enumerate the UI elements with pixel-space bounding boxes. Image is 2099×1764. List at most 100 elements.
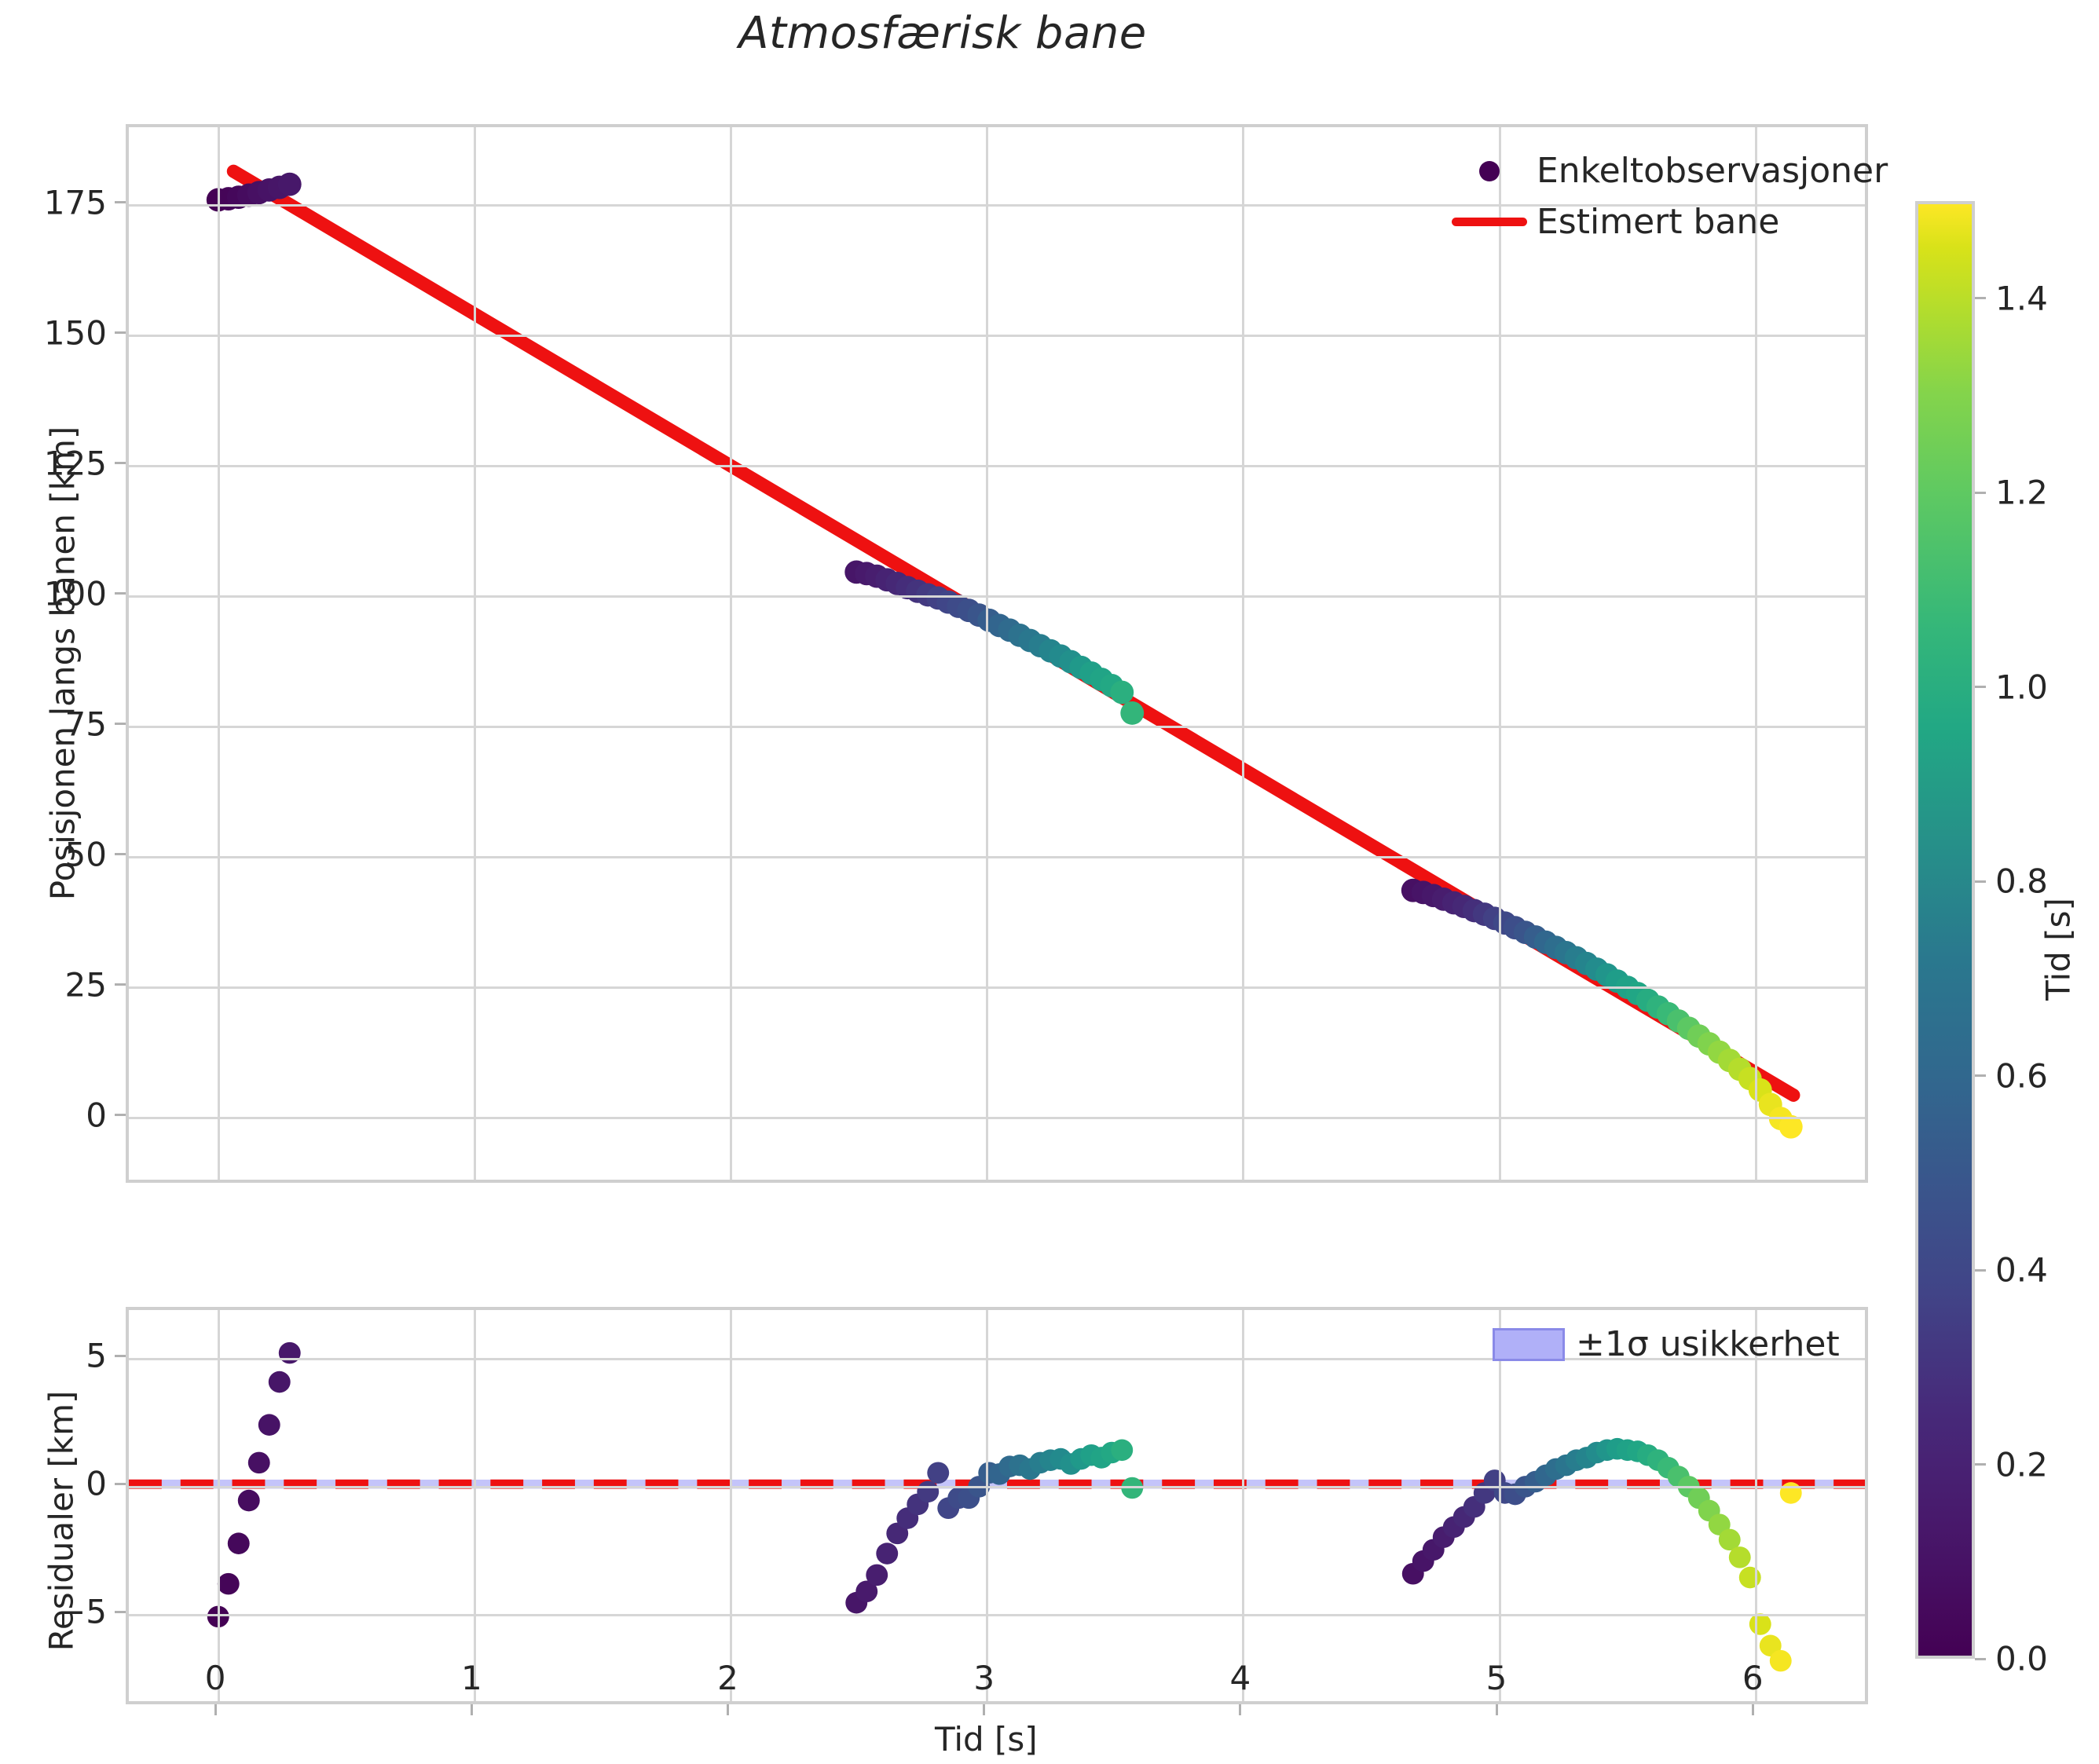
y-tick-label: 125 [43,444,107,483]
y-tick-mark [115,853,126,856]
colorbar-tick-label: 0.6 [1995,1056,2048,1096]
gridline-vertical [1754,127,1757,1180]
colorbar-gradient [1915,201,1975,1659]
gridline-vertical [1242,127,1245,1180]
colorbar-tick-label: 1.4 [1995,279,2048,318]
gridline-horizontal [129,335,1865,338]
x-tick-mark [470,1704,473,1715]
figure-title: Atmosfærisk bane [738,8,1147,59]
colorbar-tick-label: 1.0 [1995,668,2048,707]
y-tick-mark [115,1482,126,1485]
gridline-vertical [473,1310,476,1701]
gridline-horizontal [129,1485,1865,1488]
gridline-horizontal [129,856,1865,859]
colorbar-tick-label: 0.0 [1995,1639,2048,1678]
y-tick-mark [115,723,126,726]
gridline-vertical [1498,1310,1501,1701]
x-tick-label: 6 [1742,1659,1764,1697]
residual-y-axis-label: Residualer [km] [42,1390,81,1652]
legend-item-fit-line[interactable]: Estimert bane [1442,202,1888,242]
y-tick-label: 75 [64,705,107,744]
y-tick-mark [115,201,126,204]
y-tick-mark [115,1114,126,1117]
x-tick-label: 0 [204,1659,226,1697]
colorbar-tick-label: 0.8 [1995,862,2048,901]
residual-plot-legend: ±1σ usikkerhet [1477,1321,1844,1367]
gridline-horizontal [129,1613,1865,1616]
gridline-horizontal [129,726,1865,729]
y-tick-label: 150 [43,313,107,353]
main-y-axis-label: Posisjonen langs banen [km] [43,426,82,901]
gridline-vertical [217,127,220,1180]
main-plot-legend: Enkeltobservasjoner Estimert bane [1438,148,1892,245]
scatter-points-main [206,172,1803,1139]
gridline-vertical [986,1310,989,1701]
gridline-vertical [730,127,732,1180]
residual-plot-canvas [129,1341,1865,1672]
legend-item-sigma-band[interactable]: ±1σ usikkerhet [1482,1324,1840,1364]
y-tick-label: 5 [86,1336,107,1375]
y-tick-label: 0 [86,1464,107,1503]
legend-item-observations[interactable]: Enkeltobservasjoner [1442,151,1888,191]
y-tick-mark [115,1354,126,1357]
y-tick-label: 50 [64,835,107,874]
y-tick-mark [115,983,126,986]
x-tick-mark [1239,1704,1242,1715]
gridline-vertical [1498,127,1501,1180]
fit-line-icon [1442,218,1537,226]
x-tick-mark [214,1704,217,1715]
colorbar-tick-label: 0.2 [1995,1445,2048,1484]
colorbar-tick-mark [1975,1463,1986,1466]
colorbar-tick-mark [1975,297,1986,300]
gridline-horizontal [129,595,1865,598]
colorbar-tick-mark [1975,1074,1986,1078]
x-tick-label: 2 [717,1659,738,1697]
gridline-horizontal [129,1357,1865,1360]
legend-label-observations: Enkeltobservasjoner [1537,151,1888,191]
residual-plot-axes [126,1307,1868,1704]
main-plot-axes [126,124,1868,1183]
scatter-points-residual [207,1341,1802,1672]
y-tick-label: 175 [43,183,107,222]
legend-label-fit-line: Estimert bane [1537,202,1780,242]
colorbar-tick-label: 1.2 [1995,473,2048,512]
gridline-horizontal [129,465,1865,468]
y-tick-label: −5 [58,1592,107,1631]
x-axis-label: Tid [s] [935,1720,1038,1759]
x-tick-mark [727,1704,729,1715]
x-tick-mark [1751,1704,1754,1715]
gridline-vertical [1754,1310,1757,1701]
gridline-vertical [730,1310,732,1701]
colorbar-label: Tid [s] [2039,898,2078,1001]
x-tick-label: 5 [1485,1659,1507,1697]
main-plot-canvas [206,164,1803,1139]
y-tick-mark [115,592,126,595]
x-tick-mark [1495,1704,1498,1715]
colorbar-tick-mark [1975,491,1986,494]
gridline-vertical [473,127,476,1180]
y-tick-mark [115,1610,126,1613]
colorbar-tick-mark [1975,1657,1986,1660]
colorbar-tick-mark [1975,686,1986,689]
gridline-horizontal [129,204,1865,207]
sigma-band-icon [1482,1327,1576,1361]
y-tick-mark [115,331,126,335]
y-tick-mark [115,462,126,465]
x-tick-mark [983,1704,986,1715]
colorbar-tick-label: 0.4 [1995,1250,2048,1290]
legend-label-sigma-band: ±1σ usikkerhet [1576,1324,1840,1364]
y-tick-label: 25 [64,965,107,1005]
y-tick-label: 0 [86,1096,107,1135]
colorbar-tick-mark [1975,880,1986,883]
x-tick-label: 3 [973,1659,995,1697]
gridline-vertical [217,1310,220,1701]
scatter-dot-icon [1442,160,1537,181]
y-tick-label: 100 [43,574,107,613]
x-tick-label: 4 [1229,1659,1251,1697]
gridline-horizontal [129,1117,1865,1120]
x-tick-label: 1 [460,1659,482,1697]
gridline-vertical [1242,1310,1245,1701]
gridline-horizontal [129,986,1865,990]
colorbar-tick-mark [1975,1268,1986,1272]
